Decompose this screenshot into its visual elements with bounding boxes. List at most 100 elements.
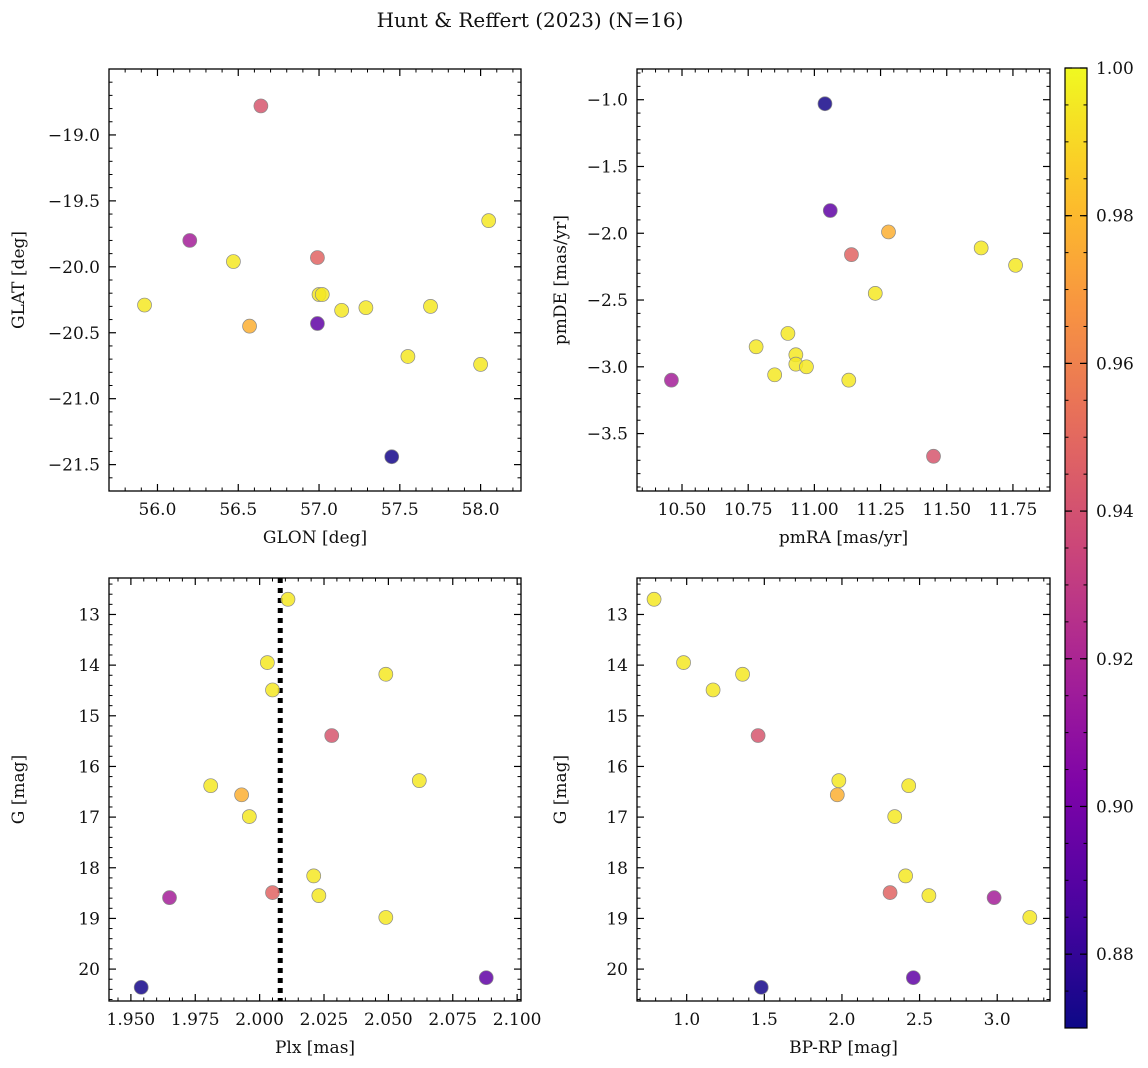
y-axis-label: GLAT [deg] [9,231,29,329]
data-point [481,213,497,229]
axes-frame [108,68,522,492]
y-tick-label: 19 [606,909,628,929]
x-tick-label: 2.050 [364,1010,413,1030]
y-tick-label: 13 [606,605,628,625]
data-point [241,809,257,824]
x-tick-label: 11.25 [856,500,905,520]
colorbar-tick-label: 0.96 [1096,354,1134,374]
data-point [676,655,691,670]
panel-bprp-g: 1.0 1.5 2.0 2.5 3.0 13 14 15 16 17 18 19 20 BP-RP [ma… [551,577,1051,1058]
data-point [182,233,198,248]
data-point [906,970,921,986]
data-point [311,888,327,903]
data-point [831,773,847,788]
data-point [162,890,177,906]
data-point [226,254,241,269]
x-tick-label: 1.975 [171,1010,220,1030]
y-tick-label: 16 [78,757,100,777]
data-point [901,778,917,794]
data-point [822,203,838,218]
x-tick-label: 11.50 [922,500,971,520]
panel-plx-g: 1.950 1.975 2.000 2.025 2.050 2.075 2.100 13 14 1… [9,577,542,1058]
x-tick-label: 11.00 [790,500,839,520]
data-point [748,339,764,355]
y-tick-label: −21.5 [48,456,100,476]
y-tick-label: 17 [606,808,628,828]
y-tick-label: −20.5 [48,324,100,344]
data-point [310,250,325,265]
data-point [234,787,249,803]
x-tick-label: 10.50 [658,500,707,520]
y-tick-label: 16 [606,757,628,777]
data-point [750,728,766,743]
x-tick-label: 1.5 [751,1010,778,1030]
data-point [133,979,149,995]
x-tick-label: 1.950 [107,1010,156,1030]
x-tick-label: 11.75 [989,500,1038,520]
y-tick-label: −19.5 [48,192,100,212]
x-tick-label: 2.000 [235,1010,284,1030]
data-point [973,240,989,256]
y-tick-label: 14 [606,656,628,676]
data-point [817,96,833,112]
y-tick-label: −3.0 [587,358,628,378]
data-point [780,326,796,341]
data-point [867,286,883,301]
x-tick-label: 58.0 [462,500,500,520]
y-tick-label: 20 [606,960,628,980]
x-tick-label: 57.5 [381,500,419,520]
data-point [844,247,859,262]
data-point [646,591,662,607]
axes-frame [108,577,522,1002]
x-tick-label: 2.025 [300,1010,349,1030]
y-tick-label: 19 [78,909,100,929]
data-point [378,910,394,925]
x-tick-label: 3.0 [984,1010,1011,1030]
data-point [280,591,296,607]
data-point [1022,910,1038,925]
y-tick-label: −20.0 [48,258,100,278]
x-tick-label: 57.0 [300,500,338,520]
y-tick-label: −2.5 [587,291,628,311]
data-point [887,809,903,824]
data-point [358,300,374,316]
data-point [260,655,275,670]
colorbar-tick-label: 0.92 [1096,650,1134,670]
y-tick-label: 13 [78,605,100,625]
data-point [314,287,330,302]
data-point [753,979,769,995]
x-axis-label: BP-RP [mag] [789,1038,898,1058]
data-point [137,297,152,313]
colorbar-tick-label: 0.90 [1096,797,1134,817]
y-tick-label: 15 [78,707,100,727]
colorbar-tick-label: 0.88 [1096,945,1134,965]
figure-title: Hunt & Reffert (2023) (N=16) [376,8,684,32]
axes-frame [636,68,1051,492]
x-tick-label: 2.5 [906,1010,933,1030]
data-point [1008,257,1023,273]
data-point [986,890,1002,906]
data-point [767,367,783,383]
data-point [705,682,721,698]
data-point [799,359,814,375]
colorbar-tick-label: 1.00 [1096,59,1134,79]
data-point [203,778,219,794]
x-tick-label: 2.0 [828,1010,855,1030]
data-point [829,787,845,803]
data-point [841,372,857,388]
y-axis-label: G [mag] [551,755,571,824]
data-point [664,372,679,388]
x-tick-label: 56.0 [139,500,177,520]
x-tick-label: 2.100 [493,1010,542,1030]
data-point [735,666,750,682]
x-axis-label: Plx [mas] [275,1038,355,1058]
data-point [921,888,937,903]
data-point [400,349,416,364]
data-point [265,885,280,900]
data-point [882,885,898,900]
data-point [378,666,394,682]
data-point [253,98,269,114]
colorbar-tick-label: 0.98 [1096,207,1134,227]
data-point [265,682,280,698]
data-point [334,302,350,318]
